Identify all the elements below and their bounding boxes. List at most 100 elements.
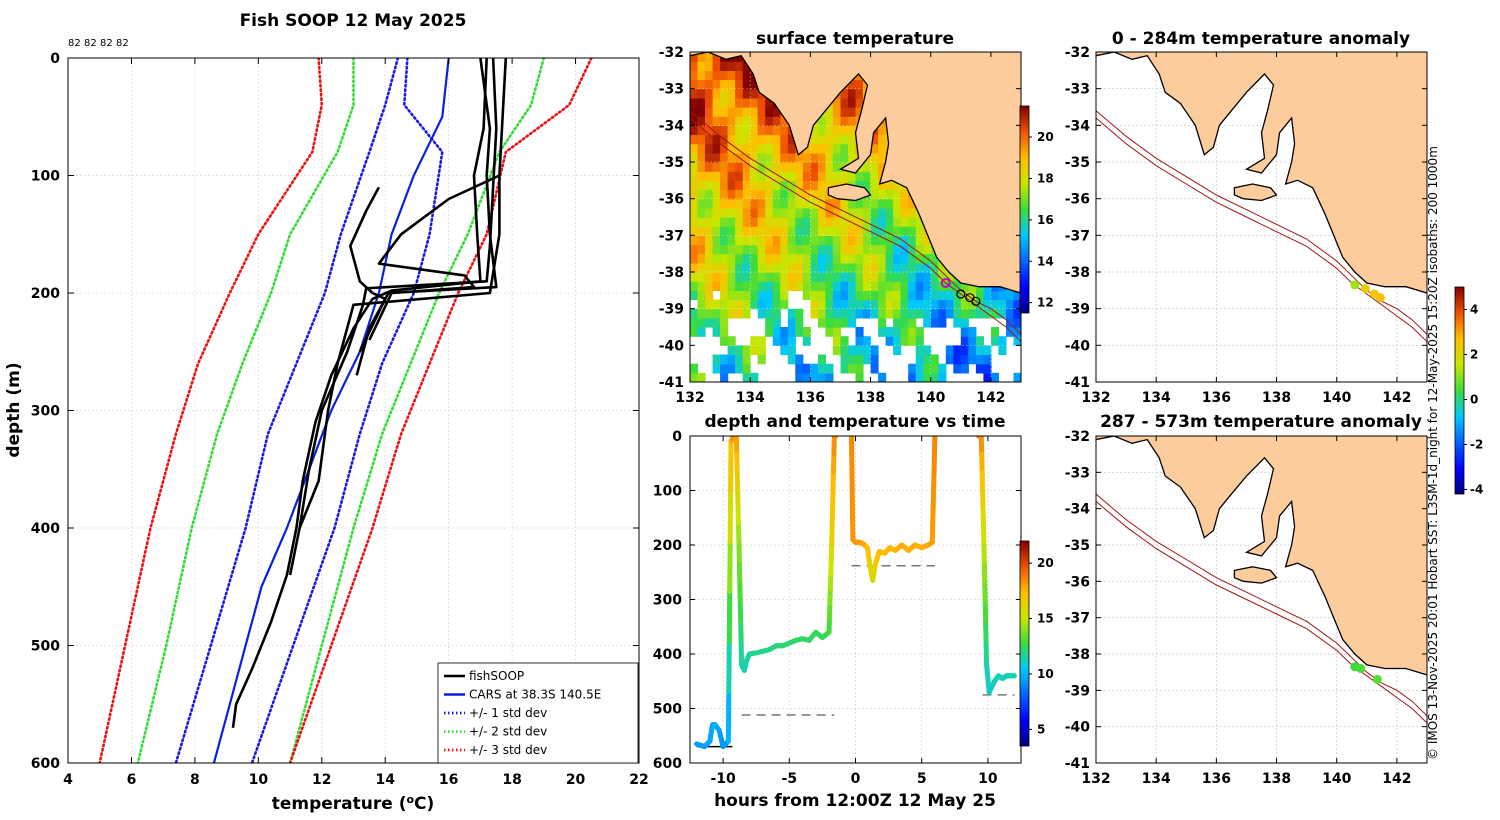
sst-cell (915, 345, 924, 356)
sst-cell (750, 79, 759, 90)
sst-cell (795, 272, 804, 282)
sst-cell (908, 272, 917, 282)
sst-cell (705, 79, 714, 90)
track-segment (982, 582, 988, 608)
anomaly-deep-land (1096, 436, 1427, 676)
sst-cell (750, 372, 759, 382)
sst-cell (795, 189, 804, 200)
sst-cell (787, 171, 796, 181)
sst-cell (960, 299, 969, 310)
sst-cell (727, 253, 736, 264)
sst-cell (802, 363, 811, 374)
sst-cell (900, 235, 909, 246)
sst-cell (720, 299, 729, 310)
legend-label: CARS at 38.3S 140.5E (469, 688, 601, 702)
sst-cell (870, 143, 879, 154)
sst-cell (772, 180, 781, 191)
sst-cell (712, 281, 721, 291)
sst-cell (832, 107, 841, 117)
sst-cell (923, 235, 932, 246)
sst-cell (772, 244, 781, 255)
sst-cell (878, 207, 887, 218)
sst-cell (885, 217, 894, 227)
sst-cell (810, 134, 819, 145)
profile-location-marker (971, 296, 981, 306)
sst-cell (915, 372, 924, 382)
sst-cell (855, 79, 864, 90)
sst-cell (742, 143, 751, 154)
sst-cell (757, 189, 766, 200)
sst-cell (832, 143, 841, 154)
sst-cell (772, 152, 781, 163)
sst-cell (923, 317, 932, 328)
sst-cell (802, 152, 811, 163)
sst-cell (870, 235, 879, 246)
sst-cell (787, 345, 796, 356)
sst-cell (840, 143, 849, 154)
anomaly-colorbar-bar (1454, 286, 1465, 495)
map-tick-label-y: -37 (1065, 611, 1090, 627)
sst-cell (900, 317, 909, 328)
sst-cell (885, 262, 894, 273)
anomaly-point (1375, 293, 1385, 303)
sst-cell (690, 244, 699, 255)
sst-cell (885, 189, 894, 200)
sst-cell (727, 70, 736, 81)
sst-cell (750, 290, 759, 301)
sst-cell (727, 363, 736, 374)
sst-cell (930, 281, 939, 291)
sst-cell (863, 244, 872, 255)
sst-cell (975, 299, 984, 310)
sst-cell (757, 235, 766, 246)
sst-cell (938, 317, 947, 328)
sst-cell (832, 207, 841, 218)
sst-cell (720, 79, 729, 90)
std-dev-line (136, 58, 355, 763)
sst-cell (825, 244, 834, 255)
sst-cell (787, 244, 796, 255)
sst-cell (802, 253, 811, 264)
sst-cell (870, 363, 879, 374)
sst-cell (780, 125, 789, 136)
profile-xlabel-degree: o (406, 793, 414, 806)
sst-cell (697, 207, 706, 218)
sst-cell (893, 235, 902, 246)
sst-cell (817, 125, 826, 136)
sst-cell (840, 308, 849, 319)
sst-cell (705, 217, 714, 227)
anomaly-point (1360, 284, 1370, 293)
sst-cell (810, 125, 819, 136)
sst-cell (690, 308, 699, 319)
sst-cell (885, 180, 894, 191)
sst-cell (727, 162, 736, 172)
sst-cell (810, 253, 819, 264)
sst-cell (878, 299, 887, 310)
sst-cell (690, 134, 699, 145)
sst-cell (855, 354, 864, 365)
sst-cell (848, 143, 857, 154)
sst-cell (885, 308, 894, 319)
sst-cell (990, 327, 999, 337)
sst-cell (878, 180, 887, 191)
sst-cell (908, 262, 917, 273)
map-tick-label-y: -36 (659, 192, 684, 208)
sst-cell (893, 299, 902, 310)
sst-cell (727, 189, 736, 200)
sst-cell (840, 97, 849, 108)
sst-cell (840, 226, 849, 236)
sst-cell (817, 226, 826, 236)
sst-cell (923, 281, 932, 291)
sst-cell (697, 79, 706, 90)
sst-cell (832, 299, 841, 310)
sst-cell (727, 235, 736, 246)
sst-cell (780, 134, 789, 145)
sst-cell (893, 189, 902, 200)
anomaly-shallow-panel: 0 - 284m temperature anomaly 132 134 136 13… (1065, 29, 1428, 406)
sst-cell (832, 345, 841, 356)
map-tick-label-y: -37 (1065, 228, 1090, 244)
sst-cell (885, 327, 894, 337)
sst-cell (705, 134, 714, 145)
sst-cell (787, 262, 796, 273)
sst-cell (825, 281, 834, 291)
sst-cell (810, 207, 819, 218)
